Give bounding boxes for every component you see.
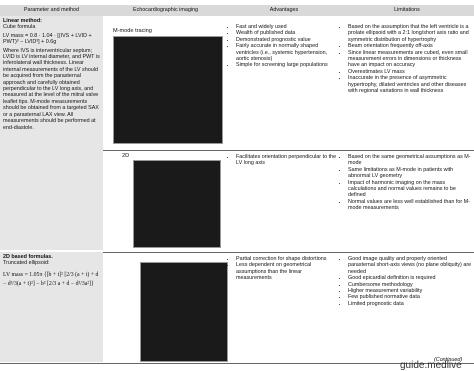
column-header: Parameter and method <box>0 5 103 16</box>
2d-image <box>133 160 221 248</box>
column-header: Echocardiographic imaging <box>103 5 228 16</box>
limitations: Based on the same geometrical assumption… <box>342 154 472 212</box>
limitation-item: Normal values are less well established … <box>348 199 472 212</box>
mmode-image <box>113 36 223 144</box>
limitation-item: Good epicardial definition is required <box>348 275 472 281</box>
formula: LV mass = 1.05π {[b + t]² [2/3 (a + t) +… <box>3 271 99 287</box>
method-text: Where IVS is interventricular septum; LV… <box>3 47 100 131</box>
method-cell <box>0 150 103 250</box>
limitation-item: Beam orientation frequently off-axis <box>348 43 472 49</box>
2d-image <box>140 262 228 362</box>
method-text: Truncated ellipsoid: <box>3 260 50 267</box>
method-cell: 2D based formulas. Truncated ellipsoid: … <box>0 252 103 362</box>
row-divider <box>0 252 474 253</box>
advantage-item: Wealth of published data <box>236 30 338 36</box>
limitation-item: Same limitations as M-mode in patients w… <box>348 167 472 180</box>
formula: LV mass = 0.8 · 1.04 · [(IVS + LVID + PW… <box>3 32 92 46</box>
watermark: guide.medlive <box>400 360 462 371</box>
limitations: Based on the assumption that the left ve… <box>342 24 472 94</box>
method-text: Cube formula <box>3 24 36 31</box>
limitation-item: Cumbersome methodology <box>348 282 472 288</box>
advantages: Partial correction for shape distortions… <box>230 256 338 282</box>
advantage-item: Partial correction for shape distortions <box>236 256 338 262</box>
section-label: 2D based formulas. <box>3 254 53 260</box>
limitation-item: Good image quality and properly oriented… <box>348 256 472 275</box>
advantage-item: Less dependent on geometrical assumption… <box>236 262 338 281</box>
continued: (Continued) <box>434 357 463 363</box>
column-header: Limitations <box>340 5 474 16</box>
limitation-item: Few published normative data <box>348 294 472 300</box>
limitation-item: Limited prognostic data <box>348 301 472 307</box>
advantages: Fast and widely usedWealth of published … <box>230 24 338 69</box>
limitation-item: Overestimates LV mass <box>348 69 472 75</box>
image-label: M-mode tracing <box>113 28 152 34</box>
advantage-item: Demonstrated prognostic value <box>236 37 338 43</box>
advantages: Facilitates orientation perpendicular to… <box>230 154 338 167</box>
method-cell: Linear method: Cube formula LV mass = 0.… <box>0 16 103 150</box>
limitation-item: Inaccurate in the presence of asymmetric… <box>348 75 472 94</box>
advantage-item: Facilitates orientation perpendicular to… <box>236 154 338 167</box>
image-label: 2D <box>122 153 130 159</box>
advantage-item: Fast and widely used <box>236 24 338 30</box>
column-header: Advantages <box>228 5 340 16</box>
limitation-item: Based on the same geometrical assumption… <box>348 154 472 167</box>
section-label: Linear method: <box>3 18 42 24</box>
limitation-item: Higher measurement variability <box>348 288 472 294</box>
limitations: Good image quality and properly oriented… <box>342 256 472 307</box>
limitation-item: Based on the assumption that the left ve… <box>348 24 472 43</box>
limitation-item: Since linear measurements are cubed, eve… <box>348 50 472 69</box>
row-divider <box>0 150 474 151</box>
table-bottom <box>0 363 474 364</box>
limitation-item: Impact of harmonic imaging on the mass c… <box>348 180 472 199</box>
advantage-item: Simple for screening large populations <box>236 62 338 68</box>
advantage-item: Fairly accurate in normally shaped ventr… <box>236 43 338 62</box>
